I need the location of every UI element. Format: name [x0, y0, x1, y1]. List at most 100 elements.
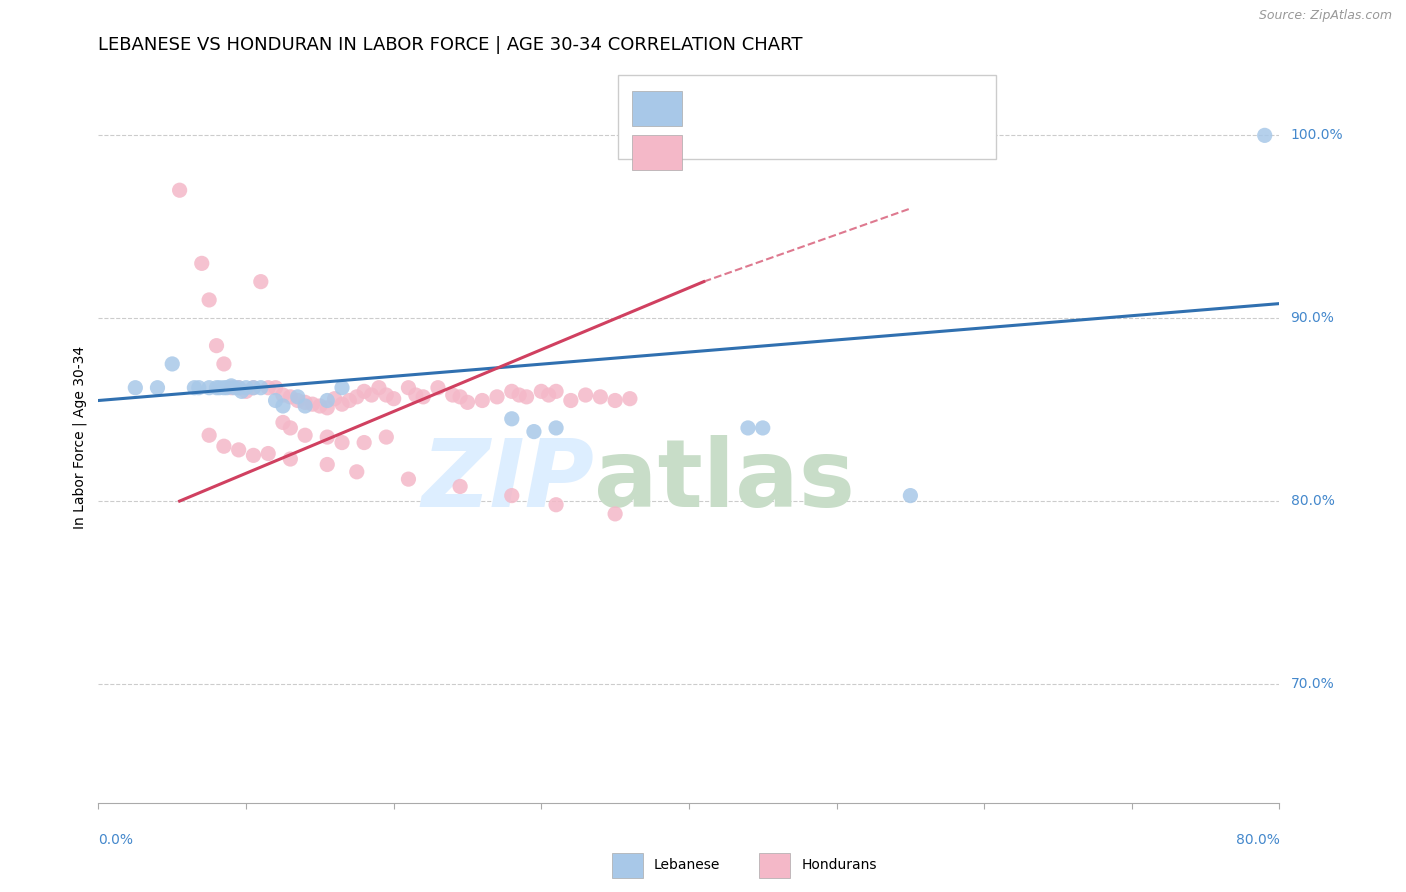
- Point: [449, 479, 471, 493]
- Point: [242, 381, 264, 395]
- Point: [501, 411, 523, 425]
- Point: [486, 390, 509, 404]
- Point: [471, 393, 494, 408]
- Point: [346, 390, 368, 404]
- Point: [501, 384, 523, 399]
- Point: [191, 256, 214, 270]
- Point: [294, 428, 316, 442]
- Point: [212, 357, 235, 371]
- Text: Lebanese: Lebanese: [654, 858, 720, 872]
- Point: [235, 381, 257, 395]
- Point: [900, 489, 922, 503]
- Point: [146, 381, 169, 395]
- Point: [530, 384, 553, 399]
- Point: [323, 392, 346, 406]
- Point: [360, 388, 382, 402]
- Point: [316, 401, 339, 415]
- Point: [515, 390, 537, 404]
- Point: [198, 428, 221, 442]
- Point: [278, 390, 302, 404]
- Point: [574, 388, 596, 402]
- Text: LEBANESE VS HONDURAN IN LABOR FORCE | AGE 30-34 CORRELATION CHART: LEBANESE VS HONDURAN IN LABOR FORCE | AG…: [98, 36, 803, 54]
- Point: [231, 384, 253, 399]
- Point: [205, 338, 228, 352]
- Text: 80.0%: 80.0%: [1291, 494, 1334, 508]
- Point: [198, 381, 221, 395]
- Point: [271, 416, 294, 430]
- Point: [605, 507, 627, 521]
- Point: [316, 458, 339, 472]
- Point: [353, 435, 375, 450]
- Text: R = 0.064   N = 30: R = 0.064 N = 30: [700, 100, 884, 118]
- Point: [212, 439, 235, 453]
- Text: 70.0%: 70.0%: [1291, 677, 1334, 691]
- Point: [589, 390, 612, 404]
- Point: [124, 381, 146, 395]
- Point: [294, 399, 316, 413]
- Point: [330, 435, 353, 450]
- Point: [330, 397, 353, 411]
- Point: [271, 399, 294, 413]
- FancyBboxPatch shape: [619, 75, 995, 159]
- Point: [737, 421, 759, 435]
- Point: [441, 388, 464, 402]
- Point: [301, 397, 323, 411]
- Point: [368, 381, 391, 395]
- Point: [257, 446, 280, 460]
- Point: [560, 393, 582, 408]
- Point: [346, 465, 368, 479]
- Point: [382, 392, 405, 406]
- Point: [544, 421, 567, 435]
- Point: [501, 489, 523, 503]
- Point: [287, 390, 309, 404]
- Point: [396, 381, 419, 395]
- Point: [294, 395, 316, 409]
- Point: [396, 472, 419, 486]
- Point: [228, 381, 250, 395]
- Text: 90.0%: 90.0%: [1291, 311, 1334, 326]
- Point: [287, 393, 309, 408]
- Point: [264, 381, 287, 395]
- Text: Source: ZipAtlas.com: Source: ZipAtlas.com: [1258, 9, 1392, 22]
- Text: 80.0%: 80.0%: [1236, 833, 1279, 847]
- Point: [449, 390, 471, 404]
- FancyBboxPatch shape: [633, 135, 682, 170]
- Point: [605, 393, 627, 408]
- Point: [250, 381, 273, 395]
- Point: [316, 393, 339, 408]
- Point: [523, 425, 546, 439]
- Point: [1254, 128, 1277, 143]
- Point: [412, 390, 434, 404]
- Point: [353, 384, 375, 399]
- Point: [183, 381, 205, 395]
- Text: atlas: atlas: [595, 435, 855, 527]
- Point: [228, 442, 250, 457]
- Point: [162, 357, 183, 371]
- Point: [257, 381, 280, 395]
- Point: [456, 395, 478, 409]
- Point: [427, 381, 450, 395]
- Point: [375, 388, 398, 402]
- Point: [198, 293, 221, 307]
- Point: [208, 381, 231, 395]
- Point: [242, 448, 264, 462]
- Point: [187, 381, 209, 395]
- Text: 0.0%: 0.0%: [98, 833, 134, 847]
- Point: [278, 421, 302, 435]
- Point: [337, 393, 360, 408]
- Point: [219, 379, 242, 393]
- Point: [375, 430, 398, 444]
- Point: [316, 430, 339, 444]
- Y-axis label: In Labor Force | Age 30-34: In Labor Force | Age 30-34: [73, 345, 87, 529]
- Point: [309, 399, 332, 413]
- Point: [751, 421, 773, 435]
- Point: [544, 498, 567, 512]
- Point: [271, 388, 294, 402]
- Point: [278, 452, 302, 467]
- Text: Hondurans: Hondurans: [801, 858, 877, 872]
- Point: [537, 388, 560, 402]
- Point: [330, 381, 353, 395]
- Point: [212, 381, 235, 395]
- Point: [215, 381, 238, 395]
- Point: [242, 381, 264, 395]
